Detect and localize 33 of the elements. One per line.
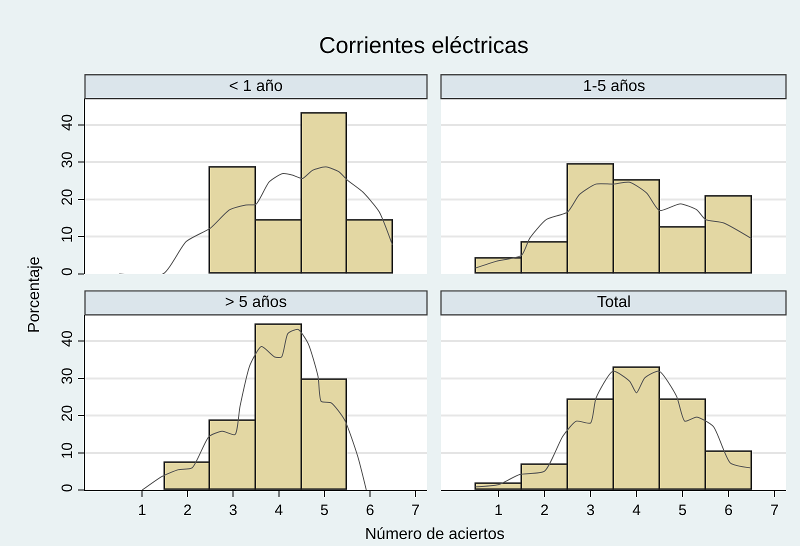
x-tick-label: 7 bbox=[411, 502, 420, 520]
x-tick-label: 6 bbox=[366, 502, 374, 520]
y-tick-label: 30 bbox=[59, 368, 76, 384]
x-tick-label: 3 bbox=[586, 502, 595, 520]
y-tick-label: 30 bbox=[59, 151, 76, 168]
x-tick-label: 4 bbox=[632, 502, 641, 520]
x-tick-label: 2 bbox=[540, 502, 549, 520]
line-series bbox=[142, 328, 367, 490]
y-tick-label: 10 bbox=[59, 226, 76, 243]
x-tick-label: 5 bbox=[678, 502, 687, 520]
y-tick-label: 0 bbox=[59, 484, 76, 492]
chart-title: 1-5 años bbox=[583, 78, 646, 95]
chart-title: > 5 años bbox=[225, 294, 287, 311]
x-tick-label: 1 bbox=[138, 502, 146, 520]
x-tick-label: 6 bbox=[724, 502, 733, 520]
y-tick-label: 20 bbox=[59, 404, 76, 422]
chart-title: Total bbox=[597, 294, 631, 311]
text: Corrientes eléctricas bbox=[319, 32, 529, 58]
y-tick-label: 10 bbox=[59, 442, 76, 459]
chart-title: < 1 año bbox=[229, 78, 283, 95]
x-tick-label: 7 bbox=[770, 502, 779, 520]
y-tick-label: 0 bbox=[59, 268, 76, 276]
line-series bbox=[118, 166, 393, 274]
y-tick-label: 40 bbox=[59, 114, 76, 131]
x-tick-label: 2 bbox=[183, 502, 192, 520]
y-axis-title: Porcentaje bbox=[26, 256, 44, 333]
x-tick-label: 3 bbox=[229, 502, 238, 520]
x-axis-title: Número de aciertos bbox=[365, 526, 505, 543]
y-tick-label: 40 bbox=[59, 330, 76, 348]
x-tick-label: 4 bbox=[274, 502, 283, 520]
x-tick-label: 1 bbox=[494, 502, 503, 520]
x-tick-label: 5 bbox=[320, 502, 329, 520]
y-tick-label: 20 bbox=[59, 188, 76, 206]
